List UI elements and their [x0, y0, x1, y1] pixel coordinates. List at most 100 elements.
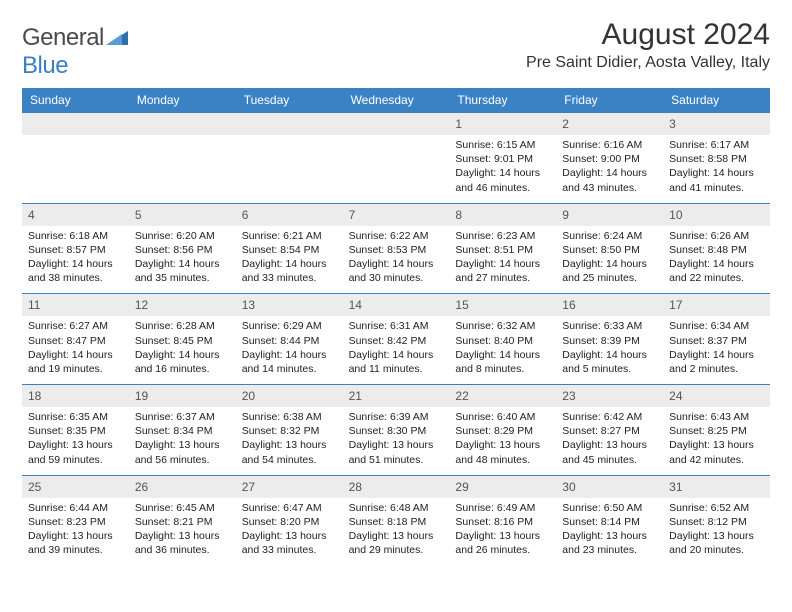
daynum-row: 2 — [556, 113, 663, 135]
daylight-text: Daylight: 13 hours and 54 minutes. — [242, 438, 337, 466]
day-info: Sunrise: 6:33 AMSunset: 8:39 PMDaylight:… — [562, 319, 657, 376]
daynum-row: 25 — [22, 476, 129, 498]
sunrise-text: Sunrise: 6:28 AM — [135, 319, 230, 333]
sunrise-text: Sunrise: 6:52 AM — [669, 501, 764, 515]
week-row: 4Sunrise: 6:18 AMSunset: 8:57 PMDaylight… — [22, 203, 770, 294]
day-info: Sunrise: 6:23 AMSunset: 8:51 PMDaylight:… — [455, 229, 550, 286]
sunset-text: Sunset: 8:35 PM — [28, 424, 123, 438]
sunset-text: Sunset: 8:53 PM — [349, 243, 444, 257]
daylight-text: Daylight: 13 hours and 45 minutes. — [562, 438, 657, 466]
day-cell: 16 Sunrise: 6:33 AMSunset: 8:39 PMDayligh… — [556, 293, 663, 384]
weeks-container: 1Sunrise: 6:15 AMSunset: 9:01 PMDaylight… — [22, 112, 770, 565]
week-row: 1Sunrise: 6:15 AMSunset: 9:01 PMDaylight… — [22, 112, 770, 203]
daynum-row: 18 — [22, 385, 129, 407]
sunset-text: Sunset: 8:56 PM — [135, 243, 230, 257]
daylight-text: Daylight: 14 hours and 22 minutes. — [669, 257, 764, 285]
day-info: Sunrise: 6:48 AMSunset: 8:18 PMDaylight:… — [349, 501, 444, 558]
daylight-text: Daylight: 13 hours and 48 minutes. — [455, 438, 550, 466]
day-cell: 4Sunrise: 6:18 AMSunset: 8:57 PMDaylight… — [22, 203, 129, 294]
week-row: 25Sunrise: 6:44 AMSunset: 8:23 PMDayligh… — [22, 475, 770, 566]
day-cell: 18Sunrise: 6:35 AMSunset: 8:35 PMDayligh… — [22, 384, 129, 475]
sunset-text: Sunset: 8:20 PM — [242, 515, 337, 529]
day-number: 18 — [28, 389, 41, 403]
sunset-text: Sunset: 8:18 PM — [349, 515, 444, 529]
sunrise-text: Sunrise: 6:33 AM — [562, 319, 657, 333]
daynum-row: 10 — [663, 204, 770, 226]
day-number: 21 — [349, 389, 362, 403]
daylight-text: Daylight: 13 hours and 20 minutes. — [669, 529, 764, 557]
sunset-text: Sunset: 8:16 PM — [455, 515, 550, 529]
daynum-row: 16 — [556, 294, 663, 316]
logo-text-general: General — [22, 24, 104, 51]
daylight-text: Daylight: 14 hours and 46 minutes. — [455, 166, 550, 194]
sunrise-text: Sunrise: 6:17 AM — [669, 138, 764, 152]
day-number: 12 — [135, 298, 148, 312]
day-number: 11 — [28, 298, 40, 312]
day-cell: 27Sunrise: 6:47 AMSunset: 8:20 PMDayligh… — [236, 475, 343, 566]
day-info: Sunrise: 6:26 AMSunset: 8:48 PMDaylight:… — [669, 229, 764, 286]
day-number: 6 — [242, 208, 249, 222]
daylight-text: Daylight: 14 hours and 2 minutes. — [669, 348, 764, 376]
daylight-text: Daylight: 14 hours and 5 minutes. — [562, 348, 657, 376]
logo-text: General Blue — [22, 24, 128, 80]
day-cell: 7 Sunrise: 6:22 AMSunset: 8:53 PMDaylight… — [343, 203, 450, 294]
sunrise-text: Sunrise: 6:35 AM — [28, 410, 123, 424]
day-number: 16 — [562, 298, 575, 312]
daynum-row: 1 — [449, 113, 556, 135]
day-cell: 29Sunrise: 6:49 AMSunset: 8:16 PMDayligh… — [449, 475, 556, 566]
daylight-text: Daylight: 13 hours and 42 minutes. — [669, 438, 764, 466]
sunrise-text: Sunrise: 6:18 AM — [28, 229, 123, 243]
day-info: Sunrise: 6:22 AMSunset: 8:53 PMDaylight:… — [349, 229, 444, 286]
daylight-text: Daylight: 14 hours and 27 minutes. — [455, 257, 550, 285]
day-info: Sunrise: 6:40 AMSunset: 8:29 PMDaylight:… — [455, 410, 550, 467]
day-number: 7 — [349, 208, 356, 222]
day-number: 30 — [562, 480, 575, 494]
sunset-text: Sunset: 8:58 PM — [669, 152, 764, 166]
day-cell: 28Sunrise: 6:48 AMSunset: 8:18 PMDayligh… — [343, 475, 450, 566]
day-number: 5 — [135, 208, 142, 222]
sunset-text: Sunset: 8:51 PM — [455, 243, 550, 257]
daylight-text: Daylight: 14 hours and 43 minutes. — [562, 166, 657, 194]
sunset-text: Sunset: 8:27 PM — [562, 424, 657, 438]
day-number: 26 — [135, 480, 148, 494]
sunset-text: Sunset: 8:14 PM — [562, 515, 657, 529]
daynum-row: 21 — [343, 385, 450, 407]
day-info: Sunrise: 6:34 AMSunset: 8:37 PMDaylight:… — [669, 319, 764, 376]
sunrise-text: Sunrise: 6:32 AM — [455, 319, 550, 333]
day-info: Sunrise: 6:43 AMSunset: 8:25 PMDaylight:… — [669, 410, 764, 467]
sunset-text: Sunset: 8:23 PM — [28, 515, 123, 529]
sunrise-text: Sunrise: 6:40 AM — [455, 410, 550, 424]
sunrise-text: Sunrise: 6:16 AM — [562, 138, 657, 152]
day-number: 9 — [562, 208, 569, 222]
sunrise-text: Sunrise: 6:49 AM — [455, 501, 550, 515]
sunrise-text: Sunrise: 6:45 AM — [135, 501, 230, 515]
daynum-row: 23 — [556, 385, 663, 407]
day-info: Sunrise: 6:31 AMSunset: 8:42 PMDaylight:… — [349, 319, 444, 376]
weekday-label: Tuesday — [236, 88, 343, 112]
day-cell-blank — [236, 112, 343, 203]
sunset-text: Sunset: 8:32 PM — [242, 424, 337, 438]
day-number: 25 — [28, 480, 41, 494]
day-number: 10 — [669, 208, 682, 222]
day-cell: 19Sunrise: 6:37 AMSunset: 8:34 PMDayligh… — [129, 384, 236, 475]
day-cell-blank — [129, 112, 236, 203]
day-info: Sunrise: 6:29 AMSunset: 8:44 PMDaylight:… — [242, 319, 337, 376]
sunrise-text: Sunrise: 6:23 AM — [455, 229, 550, 243]
sunset-text: Sunset: 8:45 PM — [135, 334, 230, 348]
day-number: 1 — [455, 117, 462, 131]
daylight-text: Daylight: 14 hours and 16 minutes. — [135, 348, 230, 376]
daynum-row: 12 — [129, 294, 236, 316]
sunset-text: Sunset: 8:47 PM — [28, 334, 123, 348]
sunrise-text: Sunrise: 6:22 AM — [349, 229, 444, 243]
day-cell: 12 Sunrise: 6:28 AMSunset: 8:45 PMDayligh… — [129, 293, 236, 384]
day-cell: 10 Sunrise: 6:26 AMSunset: 8:48 PMDayligh… — [663, 203, 770, 294]
day-cell: 8Sunrise: 6:23 AMSunset: 8:51 PMDaylight… — [449, 203, 556, 294]
logo: General Blue — [22, 24, 128, 80]
daynum-row: 11 — [22, 294, 129, 316]
title-block: August 2024 Pre Saint Didier, Aosta Vall… — [526, 18, 770, 72]
daylight-text: Daylight: 14 hours and 14 minutes. — [242, 348, 337, 376]
day-info: Sunrise: 6:32 AMSunset: 8:40 PMDaylight:… — [455, 319, 550, 376]
daynum-row: 6 — [236, 204, 343, 226]
sunrise-text: Sunrise: 6:26 AM — [669, 229, 764, 243]
sunset-text: Sunset: 8:48 PM — [669, 243, 764, 257]
